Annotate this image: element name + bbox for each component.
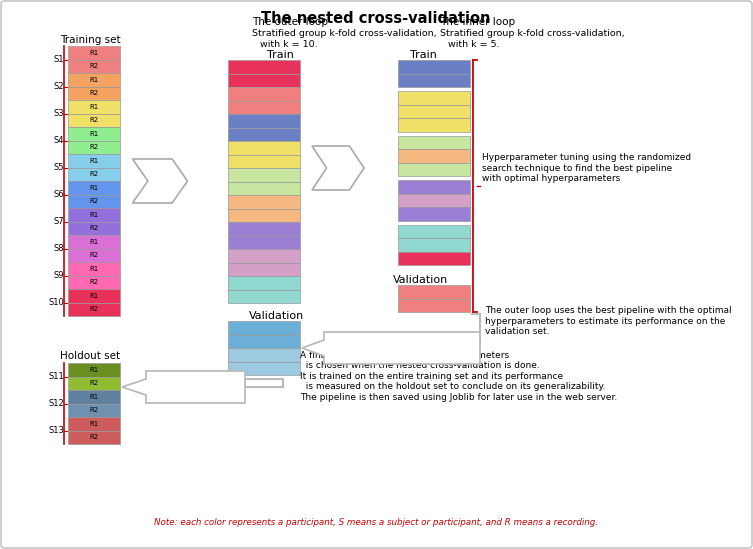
Text: R2: R2 — [90, 90, 99, 96]
Bar — [228, 262, 300, 276]
Text: R1: R1 — [90, 158, 99, 164]
Bar — [68, 302, 120, 316]
Text: Validation: Validation — [249, 311, 304, 321]
Bar — [68, 167, 120, 181]
Bar — [68, 194, 120, 208]
Bar — [398, 285, 470, 299]
Bar — [68, 363, 120, 377]
Bar — [68, 276, 120, 289]
Bar — [228, 114, 300, 127]
Bar — [68, 127, 120, 141]
Bar — [398, 136, 470, 149]
Text: S1: S1 — [53, 55, 64, 64]
Bar — [398, 207, 470, 221]
Bar — [68, 59, 120, 73]
Bar — [228, 289, 300, 303]
Bar — [228, 249, 300, 262]
Bar — [228, 236, 300, 249]
Text: S6: S6 — [53, 190, 64, 199]
Text: R1: R1 — [90, 421, 99, 427]
Text: R2: R2 — [90, 63, 99, 69]
Text: with k = 5.: with k = 5. — [448, 40, 500, 49]
Bar — [228, 182, 300, 195]
Text: R1: R1 — [90, 185, 99, 191]
Bar — [228, 361, 300, 375]
Text: Note: each color represents a participant, S means a subject or participant, and: Note: each color represents a participan… — [154, 518, 598, 527]
Bar — [228, 100, 300, 114]
Text: R2: R2 — [90, 117, 99, 123]
Bar — [398, 193, 470, 207]
Bar — [68, 262, 120, 276]
Bar — [228, 321, 300, 334]
Text: Hyperparameter tuning using the randomized
search technique to find the best pip: Hyperparameter tuning using the randomiz… — [482, 153, 691, 183]
Text: with k = 10.: with k = 10. — [260, 40, 318, 49]
Text: S3: S3 — [53, 109, 64, 118]
Bar — [228, 334, 300, 348]
Text: R2: R2 — [90, 434, 99, 440]
Bar — [398, 299, 470, 312]
Bar — [228, 276, 300, 289]
Text: Stratified group k-fold cross-validation,: Stratified group k-fold cross-validation… — [440, 29, 625, 38]
Bar — [228, 209, 300, 222]
Text: R2: R2 — [90, 252, 99, 258]
Bar — [228, 87, 300, 100]
Text: The outer loop uses the best pipeline with the optimal
hyperparameters to estima: The outer loop uses the best pipeline wi… — [485, 306, 732, 336]
Bar — [398, 163, 470, 176]
Text: Holdout set: Holdout set — [60, 351, 120, 361]
Text: Validation: Validation — [393, 275, 448, 285]
Bar — [68, 154, 120, 167]
Bar — [68, 181, 120, 194]
Text: R1: R1 — [90, 394, 99, 400]
Bar — [68, 430, 120, 444]
Bar — [398, 74, 470, 87]
Bar — [398, 149, 470, 163]
Text: R1: R1 — [90, 77, 99, 83]
Bar — [68, 46, 120, 59]
Text: Train: Train — [410, 50, 437, 60]
Text: S4: S4 — [53, 136, 64, 145]
Text: S8: S8 — [53, 244, 64, 253]
Text: The nested cross-validation: The nested cross-validation — [261, 11, 491, 26]
Bar — [398, 118, 470, 132]
Text: S13: S13 — [48, 426, 64, 435]
Text: S11: S11 — [48, 372, 64, 381]
Bar — [228, 141, 300, 154]
Text: R1: R1 — [90, 50, 99, 56]
Bar — [68, 404, 120, 417]
Text: R2: R2 — [90, 225, 99, 231]
Text: A final pipeline with optimal hyperparameters
  is chosen when the nested cross-: A final pipeline with optimal hyperparam… — [300, 351, 617, 402]
Text: The inner loop: The inner loop — [440, 17, 515, 27]
Text: Training set: Training set — [59, 35, 120, 45]
Bar — [228, 154, 300, 168]
Text: R2: R2 — [90, 198, 99, 204]
Polygon shape — [122, 371, 245, 403]
Bar — [398, 238, 470, 251]
Text: R1: R1 — [90, 131, 99, 137]
Text: R2: R2 — [90, 279, 99, 285]
Text: R1: R1 — [90, 367, 99, 373]
Text: S10: S10 — [48, 298, 64, 307]
Bar — [398, 104, 470, 118]
Text: S7: S7 — [53, 217, 64, 226]
Bar — [228, 74, 300, 87]
Bar — [398, 180, 470, 193]
Bar — [398, 225, 470, 238]
Bar — [68, 100, 120, 114]
Bar — [398, 60, 470, 74]
Text: Stratified group k-fold cross-validation,: Stratified group k-fold cross-validation… — [252, 29, 437, 38]
Text: S9: S9 — [53, 271, 64, 280]
Text: R1: R1 — [90, 293, 99, 299]
Bar — [228, 168, 300, 182]
Text: S12: S12 — [48, 399, 64, 408]
Bar — [68, 141, 120, 154]
Bar — [68, 249, 120, 262]
Text: R1: R1 — [90, 239, 99, 245]
Bar — [228, 348, 300, 361]
Bar — [398, 251, 470, 265]
Bar — [68, 73, 120, 87]
Bar — [228, 195, 300, 209]
Text: R2: R2 — [90, 171, 99, 177]
Text: R2: R2 — [90, 306, 99, 312]
Bar — [398, 91, 470, 104]
